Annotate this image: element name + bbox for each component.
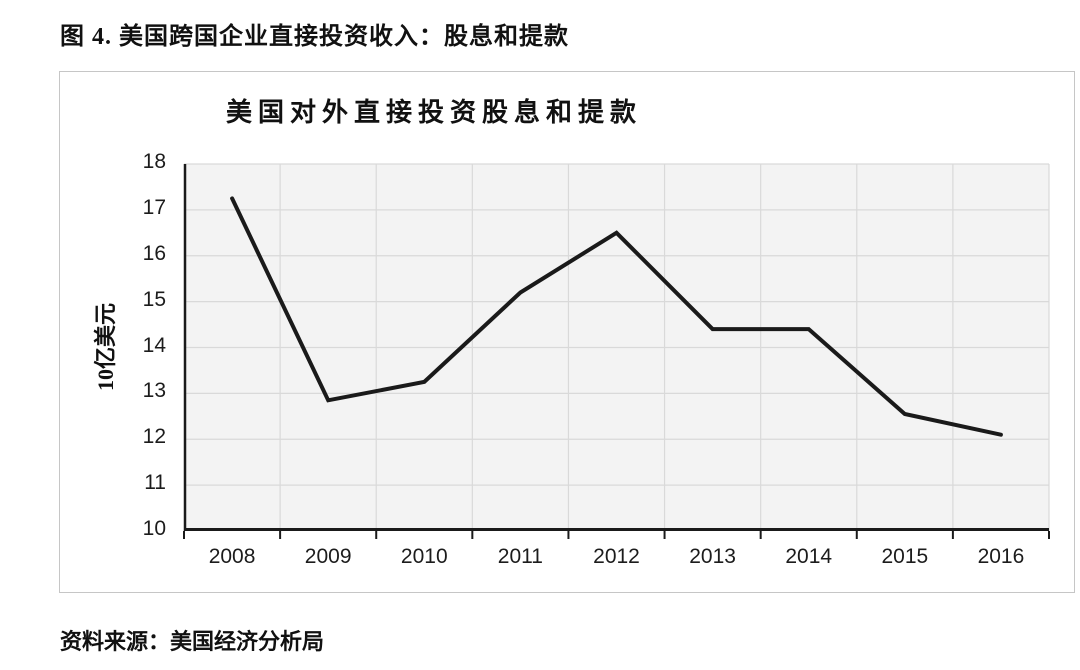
x-tick-label: 2008 (208, 545, 256, 568)
x-tick-label: 2010 (400, 545, 448, 568)
x-tick-label: 2009 (304, 545, 352, 568)
y-tick-label: 15 (142, 287, 166, 311)
chart-frame: 美国对外直接投资股息和提款 10亿美元 10 11 12 13 14 15 16 17 18 2… (59, 71, 1075, 593)
x-tick-label: 2013 (689, 545, 736, 568)
y-tick-label: 16 (142, 241, 166, 265)
x-tick-label: 2014 (785, 545, 833, 568)
figure-caption: 图 4. 美国跨国企业直接投资收入：股息和提款 (60, 24, 569, 50)
data-line (230, 196, 1003, 437)
y-tick-label: 17 (142, 195, 166, 219)
y-tick-label: 12 (142, 425, 166, 449)
y-tick-label: 18 (142, 150, 166, 173)
y-tick-label: 14 (142, 333, 166, 357)
x-tick-label: 2016 (977, 545, 1025, 568)
y-tick-label: 10 (142, 517, 166, 540)
y-tick-label: 13 (142, 379, 166, 403)
x-tick-label: 2015 (881, 545, 929, 568)
plot-area (183, 163, 1050, 539)
x-tick-label: 2012 (593, 545, 640, 568)
source-note: 资料来源：美国经济分析局 (60, 629, 325, 654)
y-tick-label: 11 (144, 471, 166, 495)
chart-title: 美国对外直接投资股息和提款 (226, 98, 643, 127)
x-tick-label: 2011 (497, 545, 543, 568)
